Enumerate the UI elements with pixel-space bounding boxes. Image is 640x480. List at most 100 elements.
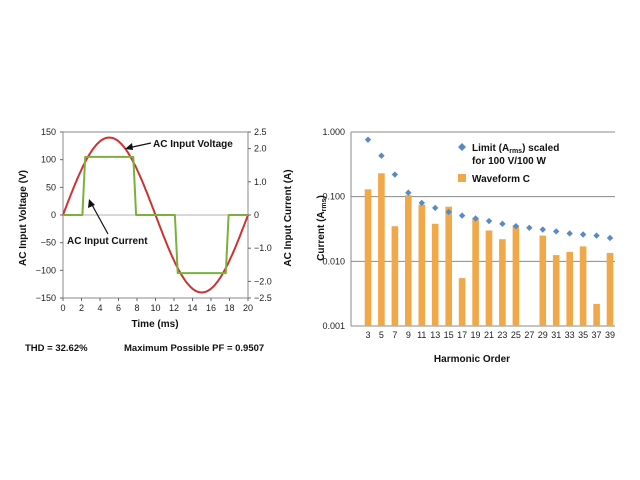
harmonic-bar xyxy=(378,173,385,326)
limit-marker xyxy=(405,189,412,196)
limit-marker xyxy=(512,222,520,230)
limit-marker xyxy=(526,224,533,232)
harmonic-bar xyxy=(512,225,520,326)
left-y-tick-label: 0 xyxy=(51,210,56,220)
right-y-tick-label: 2.0 xyxy=(254,144,267,154)
limit-marker xyxy=(432,204,439,212)
limit-marker xyxy=(593,232,600,239)
left-y-tick-label: 100 xyxy=(41,155,56,165)
right-y-tick-label: 2.5 xyxy=(254,127,267,137)
limit-marker xyxy=(485,217,493,225)
limit-marker xyxy=(499,220,506,228)
legend-limit-marker xyxy=(458,143,466,151)
harmonic-order-tick-label: 13 xyxy=(430,330,440,340)
right-y-tick-label: 0 xyxy=(254,210,259,220)
limit-marker xyxy=(579,231,587,238)
limit-marker xyxy=(606,234,614,242)
legend-limit-label-line2: for 100 V/100 W xyxy=(472,156,546,167)
limit-marker xyxy=(445,208,452,216)
harmonic-bar xyxy=(579,246,587,326)
x-axis-label: Time (ms) xyxy=(131,319,178,330)
legend-waveform-label: Waveform C xyxy=(472,174,530,185)
harmonic-order-tick-label: 23 xyxy=(497,330,507,340)
harmonic-bar xyxy=(472,217,479,326)
current-annotation-arrowhead xyxy=(88,199,95,208)
limit-marker xyxy=(378,152,385,159)
limit-marker xyxy=(539,226,546,233)
harmonic-bar xyxy=(364,189,372,326)
x-tick-label: 6 xyxy=(116,303,121,313)
limit-marker xyxy=(418,199,425,207)
harmonic-order-tick-label: 39 xyxy=(605,330,615,340)
right-chart-bars xyxy=(364,173,614,326)
harmonic-order-tick-label: 31 xyxy=(551,330,561,340)
limit-marker xyxy=(553,228,560,235)
right-y-tick-label: 0.010 xyxy=(322,256,345,266)
right-x-axis-label: Harmonic Order xyxy=(434,354,510,365)
harmonic-bar xyxy=(418,204,426,326)
legend-limit-suffix: ) scaled xyxy=(522,143,559,154)
voltage-annotation-label: AC Input Voltage xyxy=(153,139,233,150)
left-chart-tick-labels: 150100500−50−100−1502.52.01.00−1.0−2.0−2… xyxy=(36,127,272,313)
x-tick-label: 12 xyxy=(169,303,179,313)
current-annotation-label: AC Input Current xyxy=(67,236,148,247)
left-y-tick-label: −150 xyxy=(36,293,56,303)
left-y-tick-label: −50 xyxy=(41,238,56,248)
harmonic-order-tick-label: 11 xyxy=(417,330,426,340)
legend-waveform-swatch xyxy=(458,174,466,182)
right-y-tick-label: 0.100 xyxy=(322,192,345,202)
limit-marker xyxy=(391,171,399,178)
harmonic-bar xyxy=(445,206,452,326)
x-tick-label: 8 xyxy=(134,303,139,313)
current-annotation: AC Input Current xyxy=(67,199,148,247)
right-y-axis-label: Current (Arms) xyxy=(316,195,328,261)
harmonic-order-tick-label: 19 xyxy=(471,330,481,340)
right-y-axis-label-sub: rms xyxy=(321,198,328,211)
harmonic-bar xyxy=(485,230,493,326)
harmonic-bar xyxy=(458,278,466,326)
harmonic-bar xyxy=(499,239,506,326)
harmonic-bar xyxy=(405,195,412,326)
x-tick-label: 20 xyxy=(243,303,253,313)
x-tick-label: 10 xyxy=(150,303,160,313)
limit-marker xyxy=(364,136,372,143)
right-y-tick-label: −1.0 xyxy=(254,243,272,253)
legend-limit-prefix: Limit (A xyxy=(472,143,509,154)
harmonic-order-tick-label: 9 xyxy=(406,330,411,340)
right-y-tick-label: −2.0 xyxy=(254,276,272,286)
legend-limit-label: Limit (Arms) scaled xyxy=(472,143,559,155)
limit-marker xyxy=(458,212,466,219)
harmonic-bar xyxy=(539,235,547,326)
harmonic-order-tick-label: 37 xyxy=(592,330,602,340)
x-tick-label: 16 xyxy=(206,303,216,313)
harmonic-order-tick-label: 29 xyxy=(538,330,548,340)
harmonic-bar xyxy=(606,252,614,326)
harmonic-bar xyxy=(552,255,560,326)
left-y-tick-label: 50 xyxy=(46,182,56,192)
harmonic-bar xyxy=(593,303,600,326)
legend-limit-sub: rms xyxy=(509,148,522,155)
harmonic-order-tick-label: 3 xyxy=(365,330,370,340)
left-y-tick-label: −100 xyxy=(36,265,56,275)
left-chart-series xyxy=(62,136,249,294)
right-y-tick-label: 1.000 xyxy=(322,127,345,137)
harmonic-order-tick-label: 33 xyxy=(565,330,575,340)
right-y-axis-label-end: ) xyxy=(316,195,327,198)
power-factor-readout: Maximum Possible PF = 0.9507 xyxy=(124,343,265,354)
right-y-tick-label: 0.001 xyxy=(322,321,345,331)
harmonic-bar xyxy=(566,251,573,326)
limit-marker xyxy=(566,230,573,237)
harmonic-order-tick-label: 27 xyxy=(524,330,534,340)
harmonic-order-tick-label: 7 xyxy=(392,330,397,340)
voltage-annotation-arrowhead xyxy=(125,143,133,150)
thd-readout: THD = 32.62% xyxy=(25,343,88,354)
x-tick-label: 0 xyxy=(60,303,65,313)
y-axis-label-left: AC Input Voltage (V) xyxy=(18,170,29,266)
harmonic-order-tick-label: 21 xyxy=(484,330,494,340)
right-y-tick-label: −2.5 xyxy=(254,293,272,303)
left-y-tick-label: 150 xyxy=(41,127,56,137)
harmonic-order-tick-label: 5 xyxy=(379,330,384,340)
right-chart-limit-markers xyxy=(364,136,614,242)
harmonic-bar xyxy=(391,226,399,326)
